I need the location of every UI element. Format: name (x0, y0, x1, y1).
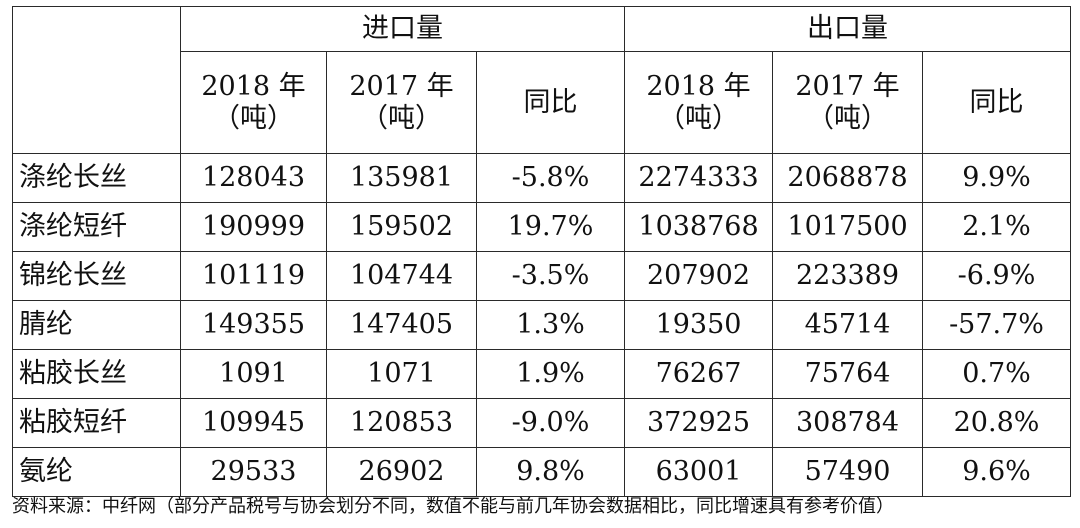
sub-header-unit: （吨） (807, 102, 889, 134)
table-row: 涤纶短纤 190999 159502 19.7% 1038768 1017500 2.1% (12, 202, 1072, 252)
sub-header-year: 2017 年 (349, 71, 454, 103)
import-2017-cell: 120853 (326, 398, 477, 448)
export-2017-cell: 223389 (772, 251, 924, 301)
sub-header-unit: （吨） (361, 102, 442, 134)
export-2017-cell: 2068878 (772, 153, 924, 203)
sub-header-import-2018: 2018 年 （吨） (180, 51, 327, 154)
source-footnote: 资料来源：中纤网（部分产品税号与协会划分不同，数值不能与前几年协会数据相比，同比… (12, 496, 894, 517)
import-2017-cell: 104744 (326, 251, 477, 301)
sub-header-year: 2018 年 (201, 71, 306, 103)
row-label-fiber-type: 腈纶 (12, 300, 181, 350)
export-2018-cell: 372925 (624, 398, 774, 448)
export-yoy-cell: 9.6% (922, 447, 1072, 497)
data-table-container: 进口量 出口量 2018 年 （吨） 2017 年 （吨） 同比 2018 年 … (12, 6, 1072, 497)
import-yoy-cell: 9.8% (475, 447, 626, 497)
export-yoy-cell: 9.9% (922, 153, 1072, 203)
row-label-fiber-type: 涤纶长丝 (12, 153, 181, 203)
export-yoy-cell: 2.1% (922, 202, 1072, 252)
sub-header-year: 2017 年 (795, 71, 900, 103)
sub-header-import-yoy: 同比 (475, 51, 626, 154)
import-export-table: 进口量 出口量 2018 年 （吨） 2017 年 （吨） 同比 2018 年 … (12, 6, 1072, 497)
sub-header-import-2017: 2017 年 （吨） (326, 51, 477, 154)
import-2018-cell: 1091 (180, 349, 327, 399)
import-2018-cell: 29533 (180, 447, 327, 497)
import-yoy-cell: -5.8% (475, 153, 626, 203)
export-2017-cell: 57490 (772, 447, 924, 497)
sub-header-year: 2018 年 (646, 71, 751, 103)
import-yoy-cell: -9.0% (475, 398, 626, 448)
import-yoy-cell: 19.7% (475, 202, 626, 252)
import-yoy-cell: 1.3% (475, 300, 626, 350)
sub-header-row: 2018 年 （吨） 2017 年 （吨） 同比 2018 年 （吨） 2017… (13, 51, 1072, 154)
import-2017-cell: 159502 (326, 202, 477, 252)
table-row: 腈纶 149355 147405 1.3% 19350 45714 -57.7% (12, 300, 1072, 350)
corner-cell (12, 6, 181, 154)
import-2018-cell: 101119 (180, 251, 327, 301)
export-2017-cell: 75764 (772, 349, 924, 399)
import-2018-cell: 149355 (180, 300, 327, 350)
export-2018-cell: 1038768 (624, 202, 774, 252)
export-2018-cell: 207902 (624, 251, 774, 301)
export-2018-cell: 2274333 (624, 153, 774, 203)
row-label-fiber-type: 氨纶 (12, 447, 181, 497)
row-label-fiber-type: 锦纶长丝 (12, 251, 181, 301)
export-yoy-cell: -6.9% (922, 251, 1072, 301)
table-row: 氨纶 29533 26902 9.8% 63001 57490 9.6% (12, 447, 1072, 497)
import-2017-cell: 147405 (326, 300, 477, 350)
sub-header-yoy-label: 同比 (969, 86, 1024, 118)
table-row: 锦纶长丝 101119 104744 -3.5% 207902 223389 -6.9% (12, 251, 1072, 301)
export-yoy-cell: 0.7% (922, 349, 1072, 399)
export-2017-cell: 308784 (772, 398, 924, 448)
table-body: 涤纶长丝 128043 135981 -5.8% 2274333 2068878 9.9% 涤… (12, 153, 1072, 497)
import-yoy-cell: -3.5% (475, 251, 626, 301)
sub-header-export-yoy: 同比 (922, 51, 1072, 154)
table-row: 粘胶长丝 1091 1071 1.9% 76267 75764 0.7% (12, 349, 1072, 399)
export-2017-cell: 1017500 (772, 202, 924, 252)
import-yoy-cell: 1.9% (475, 349, 626, 399)
export-2018-cell: 19350 (624, 300, 774, 350)
sub-header-export-2018: 2018 年 （吨） (624, 51, 774, 154)
export-2017-cell: 45714 (772, 300, 924, 350)
import-2018-cell: 190999 (180, 202, 327, 252)
row-label-fiber-type: 粘胶短纤 (12, 398, 181, 448)
table-row: 涤纶长丝 128043 135981 -5.8% 2274333 2068878 9.9% (12, 153, 1072, 203)
sub-header-unit: （吨） (658, 102, 740, 134)
import-2018-cell: 128043 (180, 153, 327, 203)
row-label-fiber-type: 粘胶长丝 (12, 349, 181, 399)
import-2018-cell: 109945 (180, 398, 327, 448)
import-2017-cell: 1071 (326, 349, 477, 399)
table-row: 粘胶短纤 109945 120853 -9.0% 372925 308784 20.8% (12, 398, 1072, 448)
sub-header-unit: （吨） (213, 102, 294, 134)
export-group-header: 出口量 (624, 6, 1072, 52)
export-2018-cell: 63001 (624, 447, 774, 497)
row-label-fiber-type: 涤纶短纤 (12, 202, 181, 252)
import-2017-cell: 26902 (326, 447, 477, 497)
sub-header-export-2017: 2017 年 （吨） (772, 51, 924, 154)
sub-header-yoy-label: 同比 (523, 86, 578, 118)
group-header-row: 进口量 出口量 (12, 6, 1072, 154)
import-2017-cell: 135981 (326, 153, 477, 203)
import-group-header: 进口量 (179, 6, 626, 52)
export-yoy-cell: -57.7% (922, 300, 1072, 350)
export-2018-cell: 76267 (624, 349, 774, 399)
export-yoy-cell: 20.8% (922, 398, 1072, 448)
